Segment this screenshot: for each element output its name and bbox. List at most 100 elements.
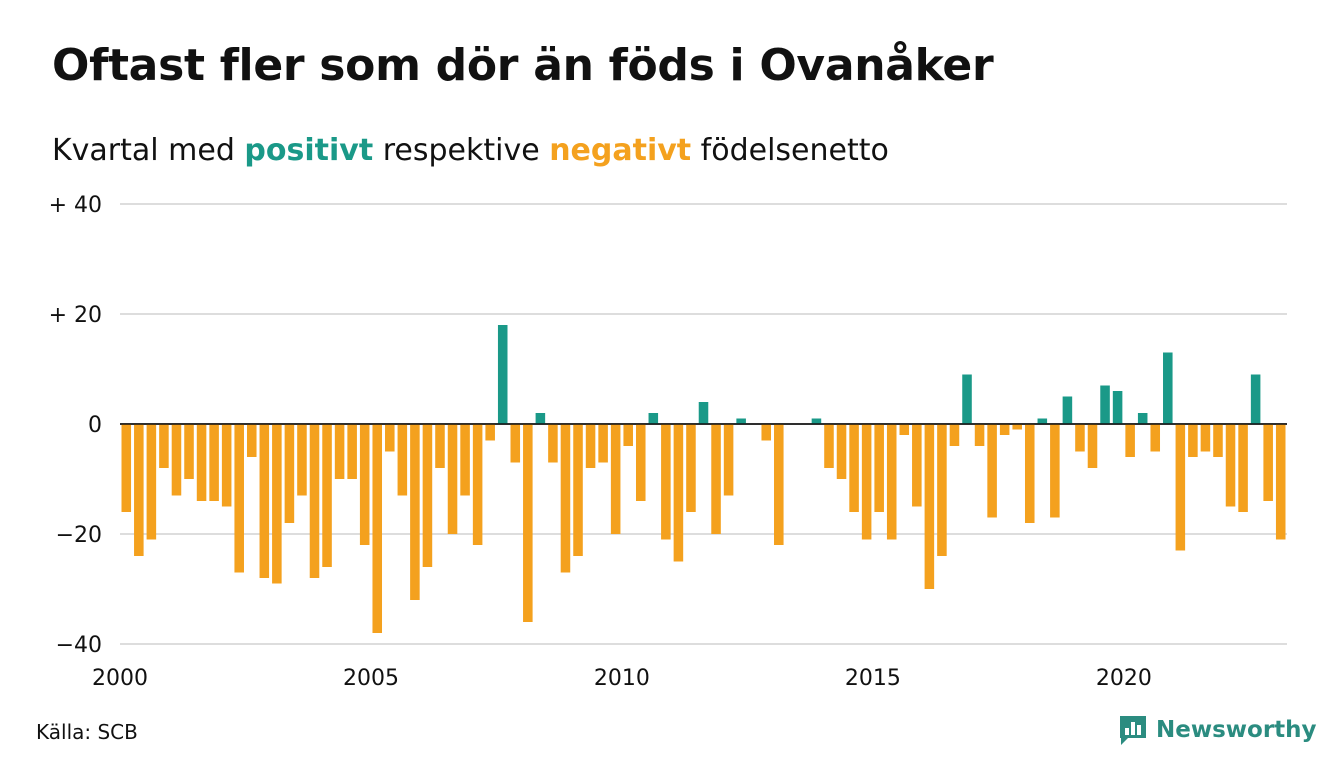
bar-negative xyxy=(410,424,420,600)
bar-negative xyxy=(460,424,470,496)
bar-negative xyxy=(159,424,169,468)
bar-negative xyxy=(1050,424,1060,518)
bar-negative xyxy=(397,424,408,496)
bar-positive xyxy=(535,413,546,424)
bar-negative xyxy=(297,424,307,496)
bar-negative xyxy=(1238,424,1248,512)
bar-positive xyxy=(1037,418,1048,424)
bar-positive xyxy=(698,402,709,424)
bar-negative xyxy=(372,424,383,633)
newsworthy-logo: Newsworthy xyxy=(1118,714,1317,746)
bar-negative xyxy=(447,424,458,534)
subtitle-text-middle: respektive xyxy=(373,133,550,168)
subtitle-text-after: födelsenetto xyxy=(691,133,889,168)
bar-negative xyxy=(686,424,696,512)
bar-negative xyxy=(874,424,884,512)
bar-negative xyxy=(610,424,621,534)
bar-positive xyxy=(736,418,746,424)
bar-negative xyxy=(171,424,182,496)
bar-negative xyxy=(1225,424,1236,507)
bar-negative xyxy=(422,424,433,567)
y-tick-label: + 40 xyxy=(49,193,102,218)
y-tick-label: −40 xyxy=(56,633,102,658)
bar-negative xyxy=(886,424,897,540)
bar-negative xyxy=(573,424,583,556)
bar-negative xyxy=(836,424,847,479)
bar-negative xyxy=(560,424,571,573)
chart-title: Oftast fler som dör än föds i Ovanåker xyxy=(52,40,994,91)
y-tick-label: + 20 xyxy=(49,303,102,328)
bar-negative xyxy=(1024,424,1035,523)
bar-negative xyxy=(711,424,721,534)
bar-negative xyxy=(523,424,533,622)
bar-negative xyxy=(598,424,608,463)
x-tick-label: 2015 xyxy=(845,666,901,691)
bar-negative xyxy=(472,424,483,545)
bar-negative xyxy=(385,424,395,452)
bar-negative xyxy=(196,424,207,501)
subtitle-positive-label: positivt xyxy=(244,133,374,168)
x-tick-label: 2005 xyxy=(343,666,399,691)
bar-negative xyxy=(861,424,872,540)
bar-negative xyxy=(284,424,295,523)
bar-negative xyxy=(661,424,671,540)
y-tick-label: −20 xyxy=(56,523,102,548)
bar-positive xyxy=(1163,352,1173,424)
bar-negative xyxy=(1275,424,1286,540)
bar-negative xyxy=(912,424,922,507)
source-note: Källa: SCB xyxy=(36,720,138,744)
bar-positive xyxy=(1250,374,1261,424)
bar-negative xyxy=(1200,424,1211,452)
subtitle-text-before: Kvartal med xyxy=(52,133,245,168)
bar-negative xyxy=(146,424,157,540)
bar-negative xyxy=(723,424,734,496)
bar-negative xyxy=(548,424,558,463)
y-tick-label: 0 xyxy=(88,413,102,438)
bar-negative xyxy=(246,424,257,457)
bar-negative xyxy=(435,424,445,468)
bar-negative xyxy=(1263,424,1273,501)
bar-negative xyxy=(259,424,270,578)
bar-negative xyxy=(849,424,859,512)
bar-negative xyxy=(1175,424,1186,551)
logo-text: Newsworthy xyxy=(1156,717,1317,743)
bar-negative xyxy=(322,424,332,567)
bar-negative xyxy=(774,424,784,545)
bar-positive xyxy=(648,413,659,424)
bar-negative xyxy=(1150,424,1161,452)
bar-negative xyxy=(1087,424,1098,468)
bar-negative xyxy=(635,424,646,501)
bar-negative xyxy=(234,424,244,573)
bar-negative xyxy=(221,424,232,507)
bar-negative xyxy=(1012,424,1022,430)
bar-negative xyxy=(272,424,282,584)
bar-negative xyxy=(1125,424,1135,457)
bar-positive xyxy=(1062,396,1073,424)
bar-negative xyxy=(999,424,1010,435)
bar-negative xyxy=(485,424,495,441)
bar-negative xyxy=(899,424,910,435)
bar-negative xyxy=(585,424,596,468)
x-tick-label: 2010 xyxy=(594,666,650,691)
bar-negative xyxy=(623,424,633,446)
bar-positive xyxy=(1100,385,1110,424)
bar-negative xyxy=(121,424,132,512)
bar-negative xyxy=(1213,424,1223,457)
bar-negative xyxy=(334,424,345,479)
bar-positive xyxy=(811,418,822,424)
bar-negative xyxy=(184,424,194,479)
x-tick-label: 2020 xyxy=(1096,666,1152,691)
subtitle-negative-label: negativt xyxy=(549,133,692,168)
bar-negative xyxy=(134,424,144,556)
bar-negative xyxy=(924,424,935,589)
bar-negative xyxy=(359,424,370,545)
bar-positive xyxy=(1137,413,1148,424)
bar-negative xyxy=(937,424,947,556)
x-tick-label: 2000 xyxy=(92,666,148,691)
bar-negative xyxy=(824,424,834,468)
bar-negative xyxy=(949,424,960,446)
bar-negative xyxy=(974,424,985,446)
bar-negative xyxy=(309,424,320,578)
bar-negative xyxy=(209,424,219,501)
bar-negative xyxy=(761,424,772,441)
